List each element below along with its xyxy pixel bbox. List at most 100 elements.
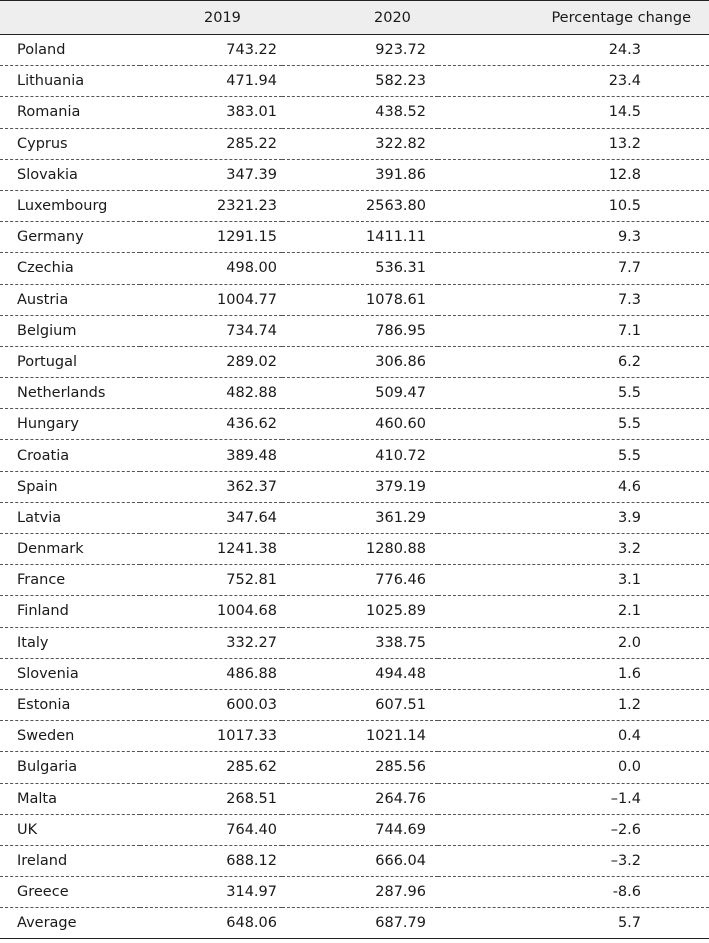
- cell-2019: 268.51: [140, 783, 282, 815]
- table-row: Bulgaria 285.62 285.56 0.0: [0, 751, 709, 784]
- header-2020-label: 2020: [374, 9, 411, 26]
- cell-2020: 438.52: [282, 96, 438, 129]
- cell-2020: 536.31: [282, 252, 438, 285]
- cell-percentage-change: 3.9: [438, 502, 709, 535]
- cell-2020: 666.04: [282, 845, 438, 878]
- cell-percentage-change: 14.5: [438, 96, 709, 129]
- table-row: France 752.81 776.46 3.1: [0, 564, 709, 597]
- cell-2020: 776.46: [282, 564, 438, 597]
- cell-country: Malta: [0, 783, 140, 815]
- cell-2020: 1021.14: [282, 720, 438, 753]
- cell-country: Sweden: [0, 720, 140, 753]
- cell-2020: 2563.80: [282, 190, 438, 223]
- table-row: Germany 1291.15 1411.11 9.3: [0, 221, 709, 254]
- cell-percentage-change: 2.0: [438, 627, 709, 659]
- cell-percentage-change: 4.6: [438, 471, 709, 503]
- cell-country: Average: [0, 907, 140, 940]
- table-row: Greece 314.97 287.96 -8.6: [0, 876, 709, 909]
- header-country: [0, 0, 140, 35]
- cell-2019: 648.06: [140, 907, 282, 940]
- table-row: Italy 332.27 338.75 2.0: [0, 627, 709, 659]
- cell-2019: 285.22: [140, 128, 282, 160]
- cell-percentage-change: –3.2: [438, 845, 709, 878]
- cell-2019: 347.64: [140, 502, 282, 535]
- cell-2019: 743.22: [140, 34, 282, 67]
- cell-2020: 1411.11: [282, 221, 438, 254]
- cell-percentage-change: 1.6: [438, 658, 709, 690]
- table-row: Cyprus 285.22 322.82 13.2: [0, 128, 709, 160]
- cell-2019: 1004.77: [140, 284, 282, 316]
- cell-country: Netherlands: [0, 377, 140, 410]
- table-row: Portugal 289.02 306.86 6.2: [0, 346, 709, 379]
- cell-2019: 752.81: [140, 564, 282, 597]
- cell-2020: 923.72: [282, 34, 438, 67]
- cell-country: Greece: [0, 876, 140, 909]
- cell-percentage-change: -8.6: [438, 876, 709, 909]
- cell-2020: 744.69: [282, 814, 438, 846]
- table-row: Czechia 498.00 536.31 7.7: [0, 252, 709, 285]
- table-row: UK 764.40 744.69 –2.6: [0, 814, 709, 846]
- cell-country: Croatia: [0, 439, 140, 472]
- cell-2019: 600.03: [140, 689, 282, 722]
- header-percentage-change: Percentage change: [438, 0, 709, 35]
- cell-country: Finland: [0, 595, 140, 628]
- cell-2019: 436.62: [140, 408, 282, 441]
- cell-2020: 264.76: [282, 783, 438, 815]
- cell-2020: 1025.89: [282, 595, 438, 628]
- cell-percentage-change: 9.3: [438, 221, 709, 254]
- cell-country: Slovakia: [0, 159, 140, 191]
- cell-2019: 688.12: [140, 845, 282, 878]
- cell-2019: 347.39: [140, 159, 282, 191]
- cell-2019: 498.00: [140, 252, 282, 285]
- cell-2020: 410.72: [282, 439, 438, 472]
- cell-2020: 786.95: [282, 315, 438, 347]
- cell-2020: 285.56: [282, 751, 438, 784]
- table-row: Latvia 347.64 361.29 3.9: [0, 502, 709, 535]
- cell-2020: 1078.61: [282, 284, 438, 316]
- table-row: Spain 362.37 379.19 4.6: [0, 471, 709, 503]
- cell-country: Ireland: [0, 845, 140, 878]
- cell-percentage-change: 10.5: [438, 190, 709, 223]
- header-row: 2019 2020 Percentage change: [0, 0, 709, 35]
- cell-2020: 509.47: [282, 377, 438, 410]
- cell-country: Austria: [0, 284, 140, 316]
- table-row: Slovakia 347.39 391.86 12.8: [0, 159, 709, 191]
- table-row: Malta 268.51 264.76 –1.4: [0, 783, 709, 815]
- cell-country: Luxembourg: [0, 190, 140, 223]
- cell-2019: 314.97: [140, 876, 282, 909]
- cell-2019: 1004.68: [140, 595, 282, 628]
- cell-2019: 2321.23: [140, 190, 282, 223]
- table-row: Finland 1004.68 1025.89 2.1: [0, 595, 709, 628]
- cell-2019: 383.01: [140, 96, 282, 129]
- cell-2019: 471.94: [140, 65, 282, 98]
- cell-percentage-change: 3.1: [438, 564, 709, 597]
- cell-percentage-change: –2.6: [438, 814, 709, 846]
- cell-percentage-change: 7.3: [438, 284, 709, 316]
- header-2019: 2019: [140, 0, 282, 35]
- cell-country: Cyprus: [0, 128, 140, 160]
- header-2019-label: 2019: [204, 9, 241, 26]
- cell-2020: 287.96: [282, 876, 438, 909]
- table-row: Netherlands 482.88 509.47 5.5: [0, 377, 709, 410]
- table-row: Denmark 1241.38 1280.88 3.2: [0, 533, 709, 566]
- cell-country: Czechia: [0, 252, 140, 285]
- table-row: Slovenia 486.88 494.48 1.6: [0, 658, 709, 690]
- cell-2019: 332.27: [140, 627, 282, 659]
- cell-country: Estonia: [0, 689, 140, 722]
- cell-2020: 582.23: [282, 65, 438, 98]
- cell-2019: 362.37: [140, 471, 282, 503]
- cell-country: Poland: [0, 34, 140, 67]
- cell-2020: 306.86: [282, 346, 438, 379]
- cell-2019: 1017.33: [140, 720, 282, 753]
- cell-percentage-change: 5.5: [438, 408, 709, 441]
- cell-country: Italy: [0, 627, 140, 659]
- cell-country: Portugal: [0, 346, 140, 379]
- cell-percentage-change: 7.1: [438, 315, 709, 347]
- table-row: Hungary 436.62 460.60 5.5: [0, 408, 709, 441]
- cell-2020: 322.82: [282, 128, 438, 160]
- cell-percentage-change: 13.2: [438, 128, 709, 160]
- cell-2019: 1291.15: [140, 221, 282, 254]
- cell-2020: 607.51: [282, 689, 438, 722]
